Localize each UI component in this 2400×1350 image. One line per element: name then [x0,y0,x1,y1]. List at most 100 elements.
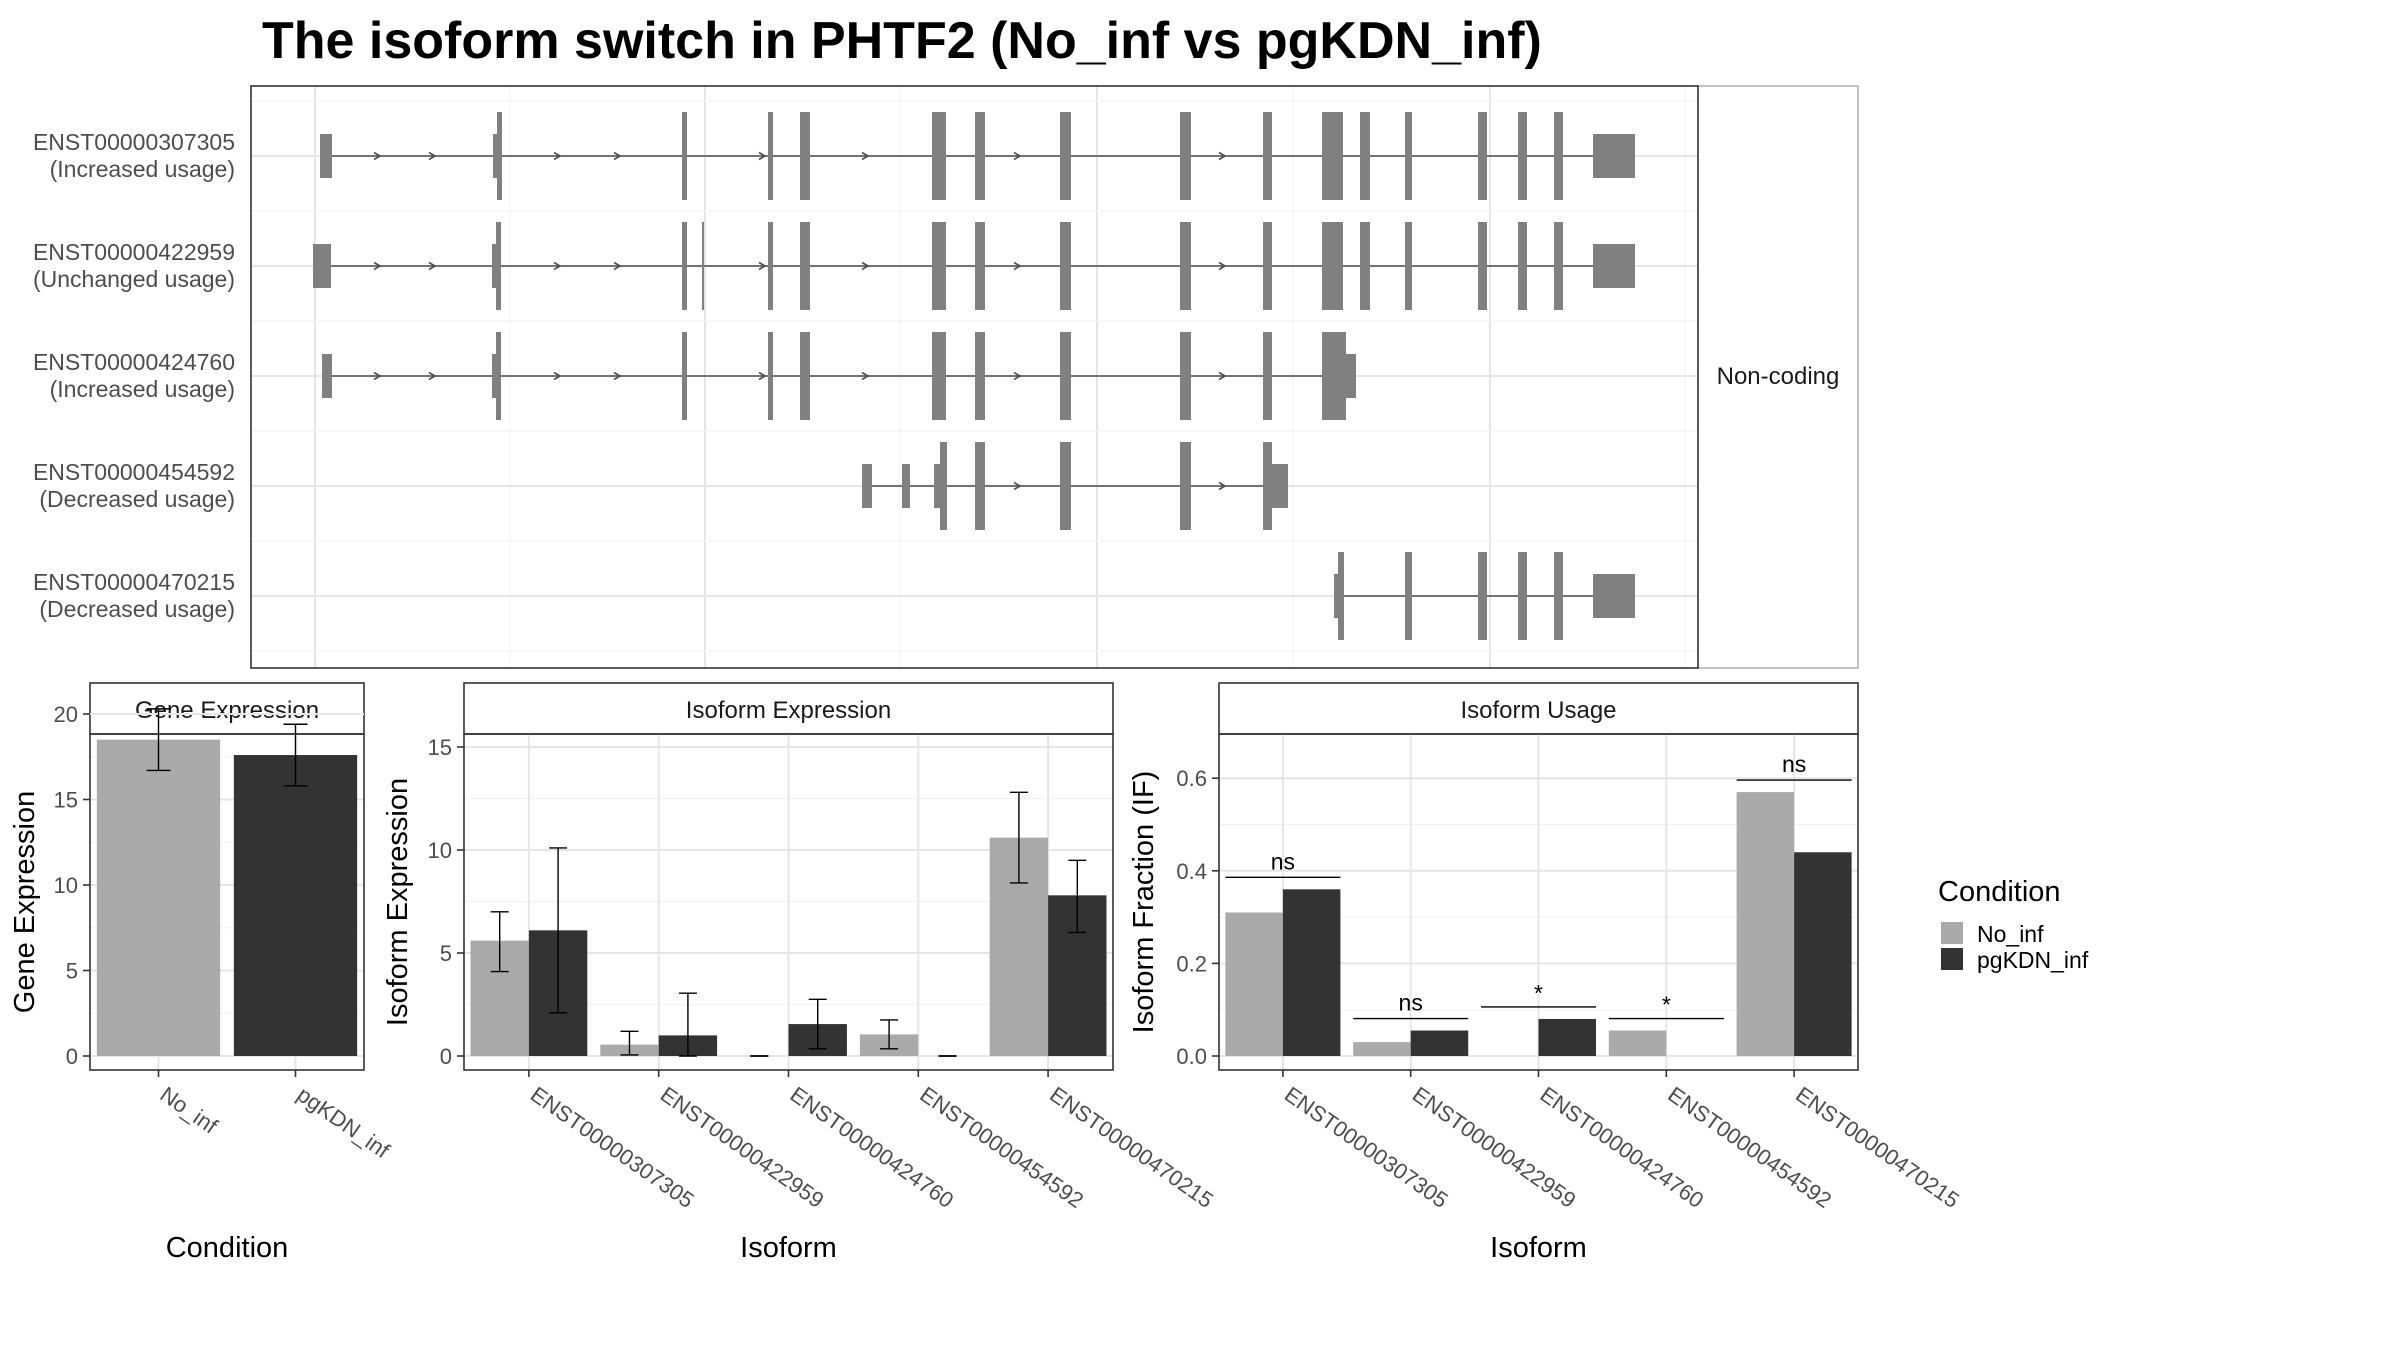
exon-block [1060,442,1071,530]
strand-arrow [1013,481,1022,491]
y-tick-label: 0.6 [1176,766,1207,791]
strand-arrow [613,151,622,161]
exon-block [1554,552,1563,640]
transcript-usage-label: (Decreased usage) [39,486,235,512]
strand-arrow [553,261,562,271]
y-tick-label: 20 [54,702,78,727]
transcript-id-label: ENST00000454592 [33,459,235,485]
bar-pgKDN_inf-ENST00000424760 [1538,1018,1597,1056]
exon-block [934,464,940,508]
exon-block [902,464,910,508]
exon-block [493,134,499,178]
non-coding-strip-label: Non-coding [1717,363,1840,390]
significance-label: * [1662,992,1671,1018]
bar-No_inf-ENST00000454592 [1608,1030,1667,1056]
isoform-usage-x-axis-title: Isoform [1490,1232,1587,1264]
exon-block [768,332,773,420]
exon-block [1593,574,1635,618]
exon-block [1322,112,1343,200]
exon-block [1478,222,1487,310]
bar-No_inf-ENST00000422959 [1353,1042,1411,1056]
strand-arrow [553,371,562,381]
strand-arrow [1013,151,1022,161]
transcript-usage-label: (Increased usage) [50,156,235,182]
strand-arrow [373,261,382,271]
exon-block [940,442,947,530]
strand-arrow [861,371,870,381]
exon-block [862,464,872,508]
legend-label-no-inf: No_inf [1977,921,2044,947]
transcript-tracks: ENST00000307305(Increased usage)ENST0000… [33,112,1635,640]
strand-arrow [613,371,622,381]
y-tick-label: 10 [54,873,78,898]
isoform-expression-x-axis-title: Isoform [740,1232,837,1264]
exon-block [1478,552,1487,640]
exon-block [768,112,773,200]
exon-block [1518,552,1527,640]
exon-block [1263,222,1272,310]
bar-No_inf [96,739,221,1056]
x-tick-label: pgKDN_inf [293,1082,395,1164]
figure-title: The isoform switch in PHTF2 (No_inf vs p… [262,12,1542,70]
transcript-panel-frame [250,85,1699,669]
exon-block [1060,222,1071,310]
exon-block [1518,112,1527,200]
strand-arrow [373,151,382,161]
exon-block [496,222,501,310]
non-coding-strip [1697,85,1859,669]
y-tick-label: 5 [440,941,452,966]
exon-block [492,354,498,398]
y-tick-label: 10 [428,838,452,863]
exon-block [1263,112,1272,200]
y-tick-label: 0 [440,1044,452,1069]
exon-block [496,332,501,420]
strand-arrow [1218,481,1227,491]
strand-arrow [1218,261,1227,271]
isoform-expression-strip-label: Isoform Expression [686,697,891,724]
exon-block [1263,332,1272,420]
bar-panels: Gene Expression 0 5 10 15 20 No_inf pgKDN_inf Co… [9,682,1964,1264]
significance-label: ns [1782,751,1806,777]
transcript-usage-label: (Increased usage) [50,376,235,402]
exon-block [1593,134,1635,178]
x-tick-label: No_inf [156,1082,223,1139]
strand-arrow [428,261,437,271]
condition-legend: Condition No_inf pgKDN_inf [1938,876,2089,973]
legend-label-pgkdn-inf: pgKDN_inf [1977,947,2089,973]
isoform-usage-y-axis-title: Isoform Fraction (IF) [1128,771,1160,1034]
exon-block [1554,112,1563,200]
exon-block [497,112,502,200]
y-tick-label: 0.4 [1176,859,1207,884]
exon-block [1334,574,1339,618]
bar-pgKDN_inf-ENST00000422959 [1410,1030,1469,1056]
exon-block [932,332,946,420]
exon-block [1180,442,1191,530]
error-bar-pgKDN_inf-ENST00000424760 [808,998,827,1050]
exon-block [975,332,985,420]
exon-block [682,112,687,200]
exon-block [1322,222,1343,310]
strand-arrow [428,371,437,381]
gene-expression-strip-label: Gene Expression [135,697,319,724]
strand-arrow [1218,151,1227,161]
strand-arrow [1218,371,1227,381]
legend-title: Condition [1938,876,2061,908]
exon-block [800,332,810,420]
exon-block [492,244,498,288]
significance-label: * [1534,980,1543,1006]
strand-arrow [1013,261,1022,271]
exon-block [1060,112,1071,200]
y-tick-label: 0.2 [1176,951,1207,976]
exon-block [1518,222,1527,310]
exon-block [1180,112,1191,200]
strand-arrow [553,151,562,161]
exon-block [1360,222,1370,310]
exon-block [1405,552,1412,640]
exon-block [682,222,687,310]
bar-pgKDN_inf-ENST00000307305 [1282,889,1341,1056]
strand-arrow [613,261,622,271]
gene-expression-panel: Gene Expression 0 5 10 15 20 No_inf pgKDN_inf Co… [9,682,395,1264]
significance-label: ns [1399,990,1423,1016]
exon-block [1060,332,1071,420]
